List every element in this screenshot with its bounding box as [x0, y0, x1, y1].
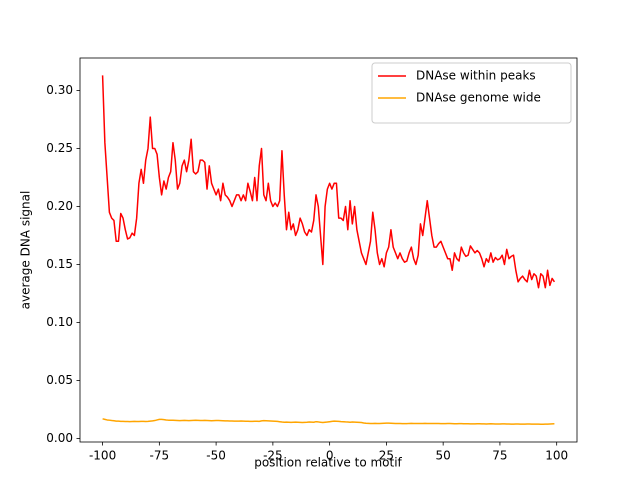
y-axis-label: average DNA signal: [19, 191, 33, 310]
x-axis-label: position relative to motif: [254, 456, 402, 470]
x-tick-label: 100: [545, 449, 568, 463]
x-tick-label: -25: [263, 449, 283, 463]
data-line: [102, 418, 555, 425]
axes-frame: [79, 57, 578, 443]
x-tick-label: -75: [150, 449, 170, 463]
y-tick-label: 0.10: [46, 315, 73, 329]
y-tick-label: 0.20: [46, 199, 73, 213]
y-tick-label: 0.25: [46, 141, 73, 155]
legend-label: DNAse within peaks: [416, 69, 536, 83]
data-line: [101, 75, 556, 289]
y-tick-label: 0.05: [46, 373, 73, 387]
legend-label: DNAse genome wide: [416, 91, 541, 105]
y-tick-label: 0.00: [46, 431, 73, 445]
x-tick-label: 25: [379, 449, 394, 463]
x-tick-label: -50: [206, 449, 226, 463]
x-tick-label: 0: [326, 449, 334, 463]
x-tick-label: -100: [89, 449, 116, 463]
x-tick-label: 75: [492, 449, 507, 463]
x-tick-label: 50: [436, 449, 451, 463]
y-tick-label: 0.15: [46, 257, 73, 271]
y-tick-label: 0.30: [46, 83, 73, 97]
legend-box: [371, 62, 572, 124]
